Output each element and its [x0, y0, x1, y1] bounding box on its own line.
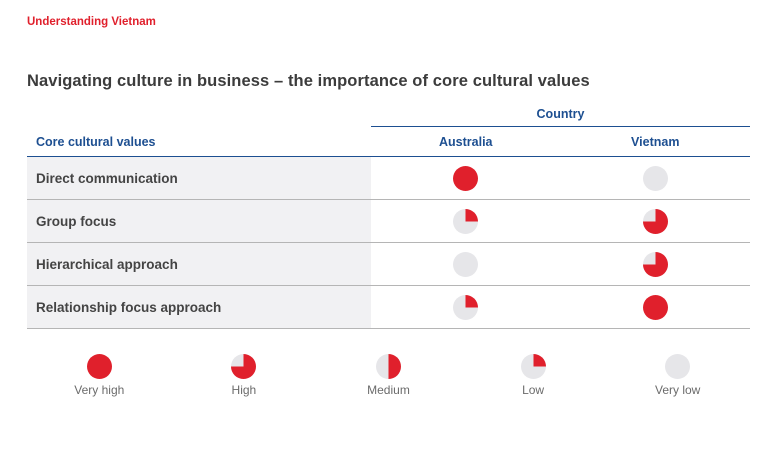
legend-item: Very high: [39, 353, 159, 397]
harvey-ball-medium: [375, 354, 401, 379]
legend-label: Low: [522, 383, 545, 397]
harvey-ball-fill: [465, 208, 479, 221]
rating-cell-vietnam: [561, 200, 751, 242]
harvey-ball-high: [642, 251, 668, 277]
table-row: Relationship focus approach: [27, 286, 750, 329]
harvey-ball-very-low: [453, 251, 479, 277]
harvey-ball-base: [453, 251, 479, 277]
harvey-ball-fill: [231, 354, 257, 379]
legend-item: Very low: [618, 353, 738, 397]
legend-item: Low: [473, 353, 593, 397]
row-label: Hierarchical approach: [27, 243, 371, 285]
row-label: Relationship focus approach: [27, 286, 371, 328]
rating-legend: Very high High Medium Low Very low: [27, 353, 750, 397]
column-header-values: Core cultural values: [36, 135, 156, 149]
harvey-ball-base: [453, 165, 479, 191]
harvey-ball-fill: [642, 251, 668, 277]
table-row: Hierarchical approach: [27, 243, 750, 286]
harvey-ball-high: [231, 354, 257, 379]
harvey-ball-fill: [465, 294, 479, 307]
harvey-ball-base: [665, 354, 691, 379]
column-header-vietnam: Vietnam: [631, 135, 680, 149]
rating-cell-australia: [371, 243, 561, 285]
legend-item: High: [184, 353, 304, 397]
legend-label: Medium: [367, 383, 410, 397]
harvey-ball-low: [453, 208, 479, 234]
harvey-ball-very-low: [642, 165, 668, 191]
harvey-ball-base: [642, 165, 668, 191]
table-row: Group focus: [27, 200, 750, 243]
table-header-row: Core cultural values Australia Vietnam: [27, 128, 750, 157]
harvey-ball-low: [520, 354, 546, 379]
rating-cell-vietnam: [561, 243, 751, 285]
row-label: Group focus: [27, 200, 371, 242]
harvey-ball-fill: [533, 354, 546, 367]
harvey-ball-base: [642, 294, 668, 320]
legend-label: Very low: [654, 383, 701, 397]
rating-cell-vietnam: [561, 157, 751, 199]
legend-label: Very high: [74, 383, 125, 397]
row-label: Direct communication: [27, 157, 371, 199]
legend-item: Medium: [328, 353, 448, 397]
harvey-ball-high: [642, 208, 668, 234]
rating-cell-australia: [371, 286, 561, 328]
column-header-australia: Australia: [439, 135, 493, 149]
harvey-ball-very-high: [86, 354, 112, 379]
legend-label: High: [231, 383, 257, 397]
rating-cell-australia: [371, 200, 561, 242]
table-row: Direct communication: [27, 157, 750, 200]
rating-cell-vietnam: [561, 286, 751, 328]
harvey-ball-very-low: [665, 354, 691, 379]
harvey-ball-fill: [642, 208, 668, 234]
country-group-header: Country: [536, 107, 585, 121]
country-header-rule: [371, 126, 750, 127]
table-body: Direct communication Group focus Hierarchi…: [27, 157, 750, 329]
harvey-ball-very-high: [642, 294, 668, 320]
harvey-ball-fill: [388, 354, 401, 379]
rating-cell-australia: [371, 157, 561, 199]
cultural-values-table: Core cultural values Australia Vietnam D…: [27, 128, 750, 329]
page-title: Navigating culture in business – the imp…: [27, 72, 590, 90]
harvey-ball-low: [453, 294, 479, 320]
page-kicker: Understanding Vietnam: [27, 16, 156, 28]
harvey-ball-very-high: [453, 165, 479, 191]
harvey-ball-base: [86, 354, 112, 379]
